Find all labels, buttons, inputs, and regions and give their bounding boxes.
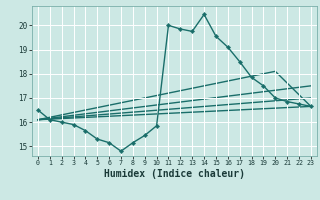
X-axis label: Humidex (Indice chaleur): Humidex (Indice chaleur) (104, 169, 245, 179)
